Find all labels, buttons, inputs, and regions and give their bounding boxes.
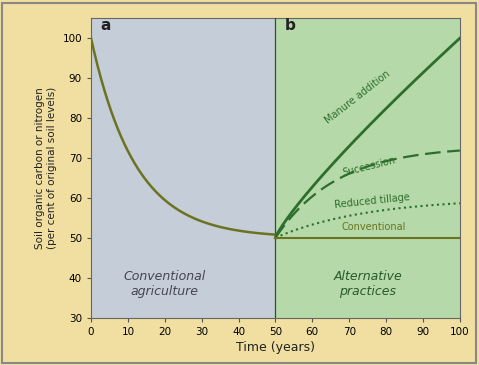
Text: Succession: Succession [342, 155, 397, 178]
Text: Reduced tillage: Reduced tillage [334, 192, 411, 210]
Text: a: a [100, 18, 111, 33]
X-axis label: Time (years): Time (years) [236, 341, 315, 354]
Text: b: b [285, 18, 296, 33]
Text: Manure addition: Manure addition [323, 69, 392, 126]
Text: Conventional
agriculture: Conventional agriculture [124, 270, 206, 297]
Text: Alternative
practices: Alternative practices [333, 270, 402, 297]
Bar [91, 18, 275, 318]
Text: Conventional: Conventional [342, 222, 406, 232]
Bar [275, 18, 460, 318]
Y-axis label: Soil organic carbon or nitrogen
(per cent of original soil levels): Soil organic carbon or nitrogen (per cen… [35, 87, 57, 249]
